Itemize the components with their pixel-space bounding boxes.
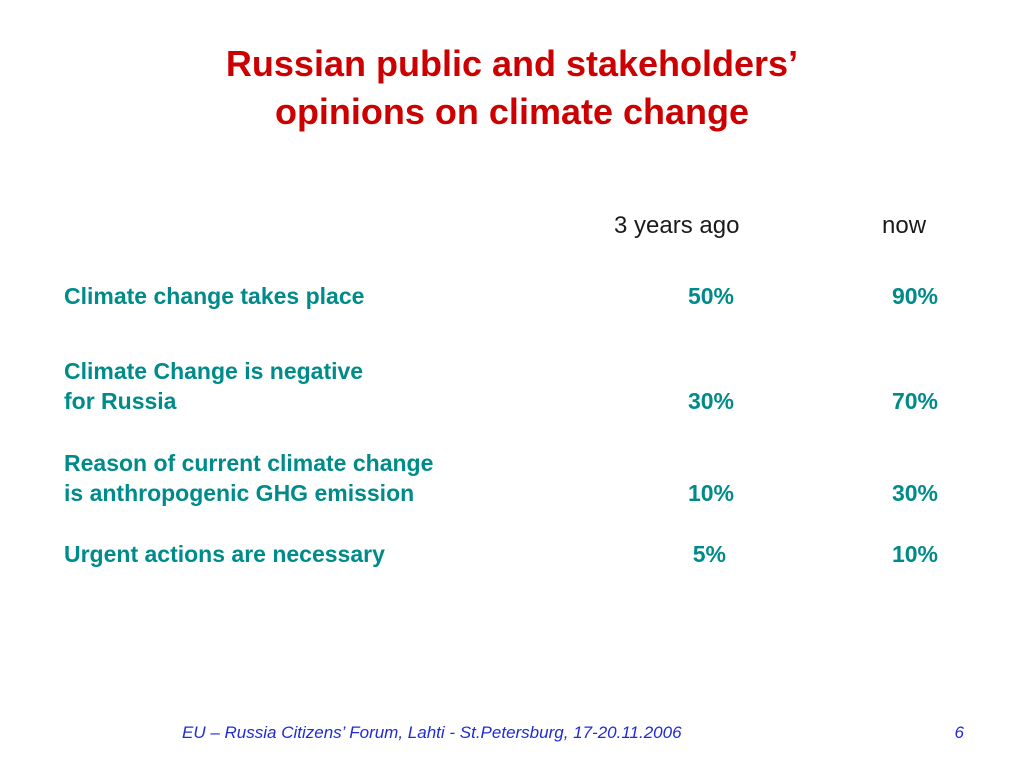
row-label-climate-change-negative-line-2: for Russia bbox=[64, 388, 177, 414]
column-header-3-years-ago: 3 years ago bbox=[614, 212, 740, 239]
column-header-now: now bbox=[882, 212, 927, 239]
row-label-reason-line-1: Reason of current climate change bbox=[64, 450, 434, 476]
row-label-reason-line-2: is anthropogenic GHG emission bbox=[64, 480, 415, 506]
row-label-climate-change-takes-place: Climate change takes place bbox=[64, 283, 365, 309]
row-label-urgent-actions: Urgent actions are necessary bbox=[64, 541, 385, 567]
row-value-3-years-ago: 30% bbox=[687, 388, 734, 414]
page-number: 6 bbox=[954, 723, 964, 742]
slide-title-line-1: Russian public and stakeholders’ bbox=[225, 43, 799, 84]
row-value-now: 70% bbox=[891, 388, 938, 414]
row-value-3-years-ago: 50% bbox=[687, 283, 734, 309]
row-value-3-years-ago: 5% bbox=[692, 541, 726, 567]
row-value-3-years-ago: 10% bbox=[687, 480, 734, 506]
row-value-now: 30% bbox=[891, 480, 938, 506]
row-value-now: 10% bbox=[891, 541, 938, 567]
slide-title-line-2: opinions on climate change bbox=[274, 91, 750, 132]
row-value-now: 90% bbox=[891, 283, 938, 309]
footer-text: EU – Russia Citizens’ Forum, Lahti - St.… bbox=[182, 723, 682, 742]
row-label-climate-change-negative-line-1: Climate Change is negative bbox=[64, 358, 364, 384]
slide-title: Russian public and stakeholders’ opinion… bbox=[0, 40, 1024, 136]
